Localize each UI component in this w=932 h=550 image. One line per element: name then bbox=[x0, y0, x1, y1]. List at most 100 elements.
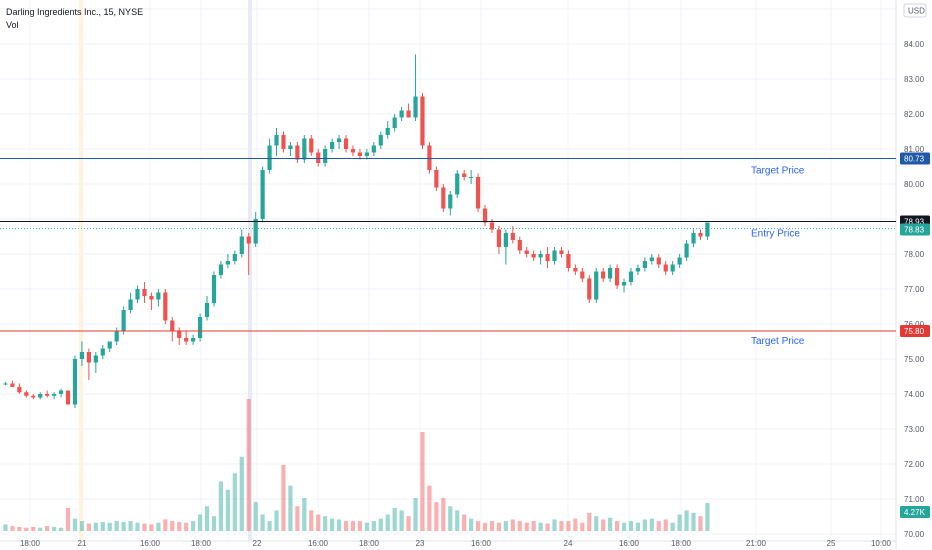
price-lines[interactable]: Target Price Entry Price Target Price bbox=[0, 157, 896, 347]
volume-bar bbox=[31, 526, 36, 531]
last-price-tag-text: 78.83 bbox=[904, 225, 925, 234]
candle bbox=[191, 338, 196, 342]
candle bbox=[573, 268, 578, 272]
candle bbox=[177, 331, 182, 338]
volume-bar bbox=[350, 521, 356, 531]
volume-bar bbox=[288, 485, 293, 531]
candle bbox=[628, 271, 634, 282]
candle bbox=[45, 394, 50, 396]
symbol-title[interactable]: Darling Ingredients Inc., 15, NYSE bbox=[6, 7, 144, 17]
candle bbox=[184, 338, 189, 342]
candle bbox=[441, 187, 446, 209]
price-tag-text: 75.80 bbox=[904, 327, 925, 336]
candle bbox=[385, 128, 390, 135]
last-price-tag: 78.83 bbox=[900, 223, 930, 236]
volume-bar bbox=[58, 527, 64, 531]
volume-bar bbox=[677, 514, 682, 531]
candle bbox=[142, 289, 147, 296]
candle bbox=[670, 264, 675, 272]
volume-bar bbox=[86, 523, 91, 531]
candle bbox=[79, 352, 85, 359]
candle bbox=[392, 117, 397, 128]
volume-bar bbox=[163, 519, 168, 531]
volume-bars bbox=[3, 399, 710, 531]
volume-bar bbox=[371, 521, 376, 531]
candle bbox=[517, 240, 522, 251]
volume-bar bbox=[52, 526, 57, 531]
candle bbox=[524, 250, 529, 254]
price-tick: 71.00 bbox=[904, 495, 925, 504]
volume-bar bbox=[170, 521, 175, 531]
candle bbox=[559, 250, 564, 254]
candle bbox=[246, 236, 251, 244]
volume-bar bbox=[149, 524, 154, 531]
volume-bar bbox=[107, 522, 112, 531]
volume-bar bbox=[17, 526, 22, 531]
volume-bar bbox=[601, 519, 606, 531]
volume-bar bbox=[580, 522, 585, 531]
time-tick: 21:00 bbox=[746, 539, 767, 548]
candle bbox=[309, 138, 314, 153]
price-axis[interactable]: 70.00 71.00 72.00 73.00 74.00 75.00 76.00 77.00… bbox=[903, 3, 927, 539]
volume-bar bbox=[323, 516, 328, 531]
volume-bar bbox=[142, 523, 147, 531]
volume-bar bbox=[302, 498, 307, 531]
candle bbox=[107, 341, 112, 349]
candle bbox=[149, 296, 154, 300]
volume-bar bbox=[295, 506, 300, 531]
candle bbox=[649, 257, 654, 261]
candle bbox=[17, 387, 22, 393]
time-tick: 21 bbox=[78, 539, 87, 548]
last-price-tag-box bbox=[900, 223, 930, 236]
volume-bar bbox=[65, 507, 71, 531]
volume-bar bbox=[232, 473, 237, 531]
candle bbox=[656, 257, 661, 265]
candle bbox=[24, 392, 29, 396]
time-axis[interactable]: 18:00 21 16:00 18:00 22 16:00 18:00 23 16:00 24 16… bbox=[20, 539, 892, 548]
candle bbox=[31, 395, 36, 398]
candle bbox=[482, 208, 488, 223]
candle bbox=[323, 149, 328, 163]
candle bbox=[288, 145, 293, 149]
volume-legend[interactable]: Vol bbox=[6, 20, 19, 30]
volume-bar bbox=[524, 522, 529, 531]
candle bbox=[135, 289, 140, 300]
price-tick: 84.00 bbox=[904, 40, 925, 49]
volume-bar bbox=[184, 522, 189, 531]
candle bbox=[86, 352, 91, 363]
volume-bar bbox=[482, 522, 488, 531]
candle bbox=[281, 135, 286, 149]
candle bbox=[538, 254, 543, 258]
candle bbox=[503, 233, 508, 247]
volume-bar bbox=[156, 522, 161, 531]
candle bbox=[100, 348, 105, 356]
candle bbox=[163, 292, 168, 321]
candle bbox=[239, 236, 244, 254]
volume-bar bbox=[357, 521, 363, 531]
volume-bar bbox=[621, 522, 627, 531]
volume-bar bbox=[587, 512, 592, 531]
candle bbox=[406, 110, 411, 118]
volume-bar bbox=[559, 521, 564, 531]
volume-bar bbox=[608, 517, 613, 531]
candle bbox=[635, 268, 641, 272]
volume-bar bbox=[392, 507, 397, 531]
volume-bar bbox=[531, 521, 536, 531]
candle bbox=[698, 233, 703, 237]
candle bbox=[552, 250, 557, 261]
price-tick: 73.00 bbox=[904, 425, 925, 434]
candle bbox=[316, 152, 321, 163]
candle bbox=[58, 390, 64, 394]
price-tick: 78.00 bbox=[904, 250, 925, 259]
price-tick: 77.00 bbox=[904, 285, 925, 294]
candle bbox=[364, 152, 369, 156]
candle bbox=[489, 222, 495, 230]
price-tick: 74.00 bbox=[904, 390, 925, 399]
candle bbox=[121, 310, 126, 331]
volume-bar bbox=[642, 519, 647, 531]
candle bbox=[469, 177, 474, 178]
volume-bar bbox=[670, 522, 675, 531]
volume-bar bbox=[538, 522, 543, 531]
candle bbox=[128, 299, 133, 310]
